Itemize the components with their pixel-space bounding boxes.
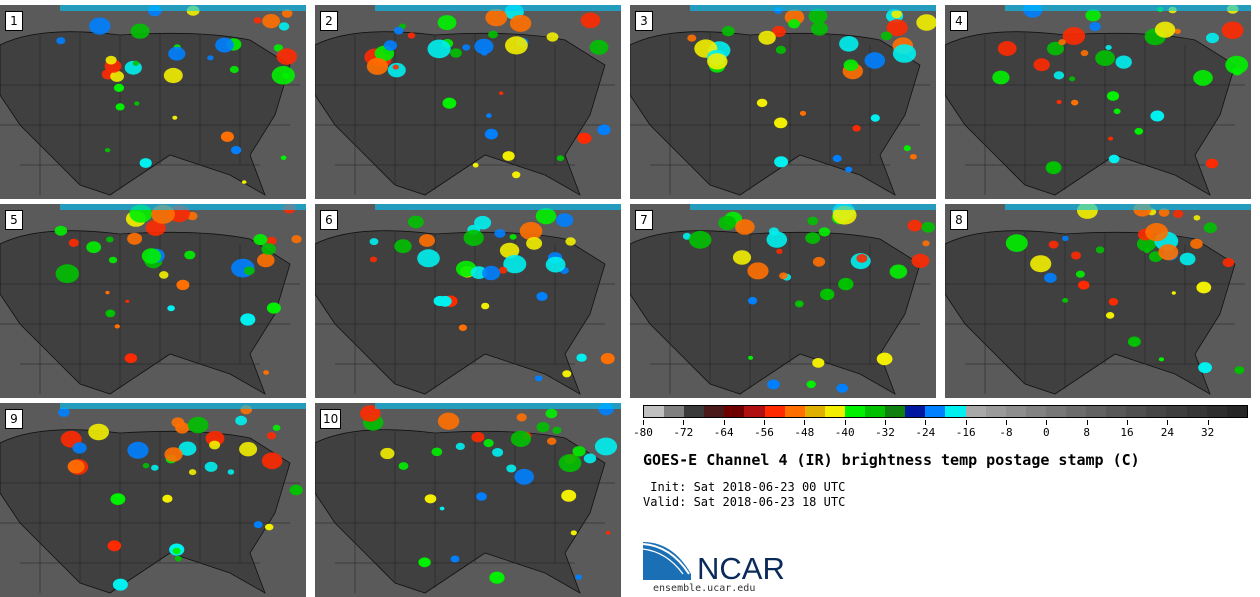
colorbar-swatch bbox=[1045, 406, 1066, 417]
colorbar-swatch bbox=[844, 406, 866, 417]
colorbar-swatch bbox=[664, 406, 685, 417]
logo-url: ensemble.ucar.edu bbox=[653, 583, 756, 594]
temperature-colorbar bbox=[643, 405, 1248, 418]
panel-number: 6 bbox=[320, 210, 338, 230]
colorbar-swatch bbox=[684, 406, 705, 417]
colorbar-tick bbox=[925, 420, 927, 425]
panel-number: 7 bbox=[635, 210, 653, 230]
map-panel-4: 4 bbox=[945, 5, 1251, 199]
colorbar-tick bbox=[965, 420, 967, 425]
ncar-logo: NCAR bbox=[643, 542, 785, 585]
colorbar-swatch bbox=[905, 406, 926, 417]
valid-time: Valid: Sat 2018-06-23 18 UTC bbox=[643, 495, 846, 509]
colorbar-swatch bbox=[1065, 406, 1087, 417]
colorbar-tick-label: -40 bbox=[834, 426, 855, 439]
map-panel-7: 7 bbox=[630, 204, 936, 398]
map-panel-1: 1 bbox=[0, 5, 306, 199]
us-map bbox=[630, 5, 936, 199]
colorbar-swatch bbox=[945, 406, 966, 417]
colorbar-tick bbox=[1086, 420, 1088, 425]
map-panel-5: 5 bbox=[0, 204, 306, 398]
colorbar-swatch bbox=[1166, 406, 1187, 417]
colorbar-tick bbox=[1006, 420, 1007, 425]
colorbar-swatch bbox=[824, 406, 845, 417]
colorbar-swatch bbox=[764, 406, 785, 417]
colorbar-swatch bbox=[1106, 406, 1127, 417]
colorbar-swatch bbox=[724, 406, 745, 417]
colorbar-tick bbox=[723, 420, 725, 425]
colorbar-swatch bbox=[1126, 406, 1147, 417]
us-map bbox=[315, 204, 621, 398]
panel-number: 3 bbox=[635, 11, 653, 31]
colorbar-swatch bbox=[925, 406, 946, 417]
colorbar-tick-label: -8 bbox=[999, 426, 1013, 439]
colorbar-swatch bbox=[1226, 406, 1247, 417]
panel-number: 8 bbox=[950, 210, 968, 230]
panel-number: 2 bbox=[320, 11, 338, 31]
panel-number: 10 bbox=[320, 409, 342, 429]
us-map bbox=[0, 5, 306, 199]
panel-number: 1 bbox=[5, 11, 23, 31]
colorbar-tick bbox=[885, 420, 886, 425]
colorbar-tick bbox=[804, 420, 806, 425]
colorbar-tick-label: -64 bbox=[713, 426, 734, 439]
colorbar-tick-label: -80 bbox=[633, 426, 653, 439]
map-panel-3: 3 bbox=[630, 5, 936, 199]
colorbar-tick-label: -16 bbox=[955, 426, 976, 439]
colorbar-swatch bbox=[885, 406, 906, 417]
us-map bbox=[315, 403, 621, 597]
colorbar-swatch bbox=[985, 406, 1006, 417]
panel-number: 4 bbox=[950, 11, 968, 31]
colorbar-swatch bbox=[744, 406, 765, 417]
colorbar-tick-label: -24 bbox=[915, 426, 936, 439]
colorbar-tick-label: -48 bbox=[794, 426, 815, 439]
colorbar-tick bbox=[1207, 420, 1209, 425]
colorbar-swatch bbox=[1005, 406, 1026, 417]
colorbar-swatch bbox=[644, 406, 665, 417]
colorbar-swatch bbox=[804, 406, 825, 417]
logo-text: NCAR bbox=[697, 551, 785, 585]
map-panel-9: 9 bbox=[0, 403, 306, 597]
colorbar-tick-label: 16 bbox=[1120, 426, 1134, 439]
us-map bbox=[315, 5, 621, 199]
colorbar-tick bbox=[764, 420, 765, 425]
colorbar-swatch bbox=[784, 406, 805, 417]
us-map bbox=[0, 204, 306, 398]
panel-number: 9 bbox=[5, 409, 23, 429]
us-map bbox=[945, 5, 1251, 199]
colorbar-tick bbox=[1046, 420, 1048, 425]
colorbar-swatch bbox=[1206, 406, 1227, 417]
colorbar-swatch bbox=[1086, 406, 1107, 417]
colorbar-tick bbox=[1127, 420, 1128, 425]
colorbar-swatch bbox=[865, 406, 886, 417]
colorbar-tick-label: 0 bbox=[1043, 426, 1050, 439]
colorbar-ticks: -80 -72 -64 -56 -48 -40 -32 -24 -16 -8 0 8 16 24 32 bbox=[633, 420, 1248, 440]
colorbar-swatch bbox=[704, 406, 725, 417]
colorbar-tick-label: 32 bbox=[1201, 426, 1215, 439]
colorbar-tick bbox=[844, 420, 846, 425]
colorbar-tick-label: 24 bbox=[1160, 426, 1174, 439]
colorbar-swatch bbox=[1146, 406, 1167, 417]
map-panel-8: 8 bbox=[945, 204, 1251, 398]
init-time: Init: Sat 2018-06-23 00 UTC bbox=[643, 480, 846, 494]
us-map bbox=[945, 204, 1251, 398]
colorbar-tick-label: 8 bbox=[1083, 426, 1090, 439]
colorbar-tick-label: -56 bbox=[754, 426, 774, 439]
figure-title: GOES-E Channel 4 (IR) brightness temp po… bbox=[643, 451, 1140, 469]
colorbar-swatch bbox=[1025, 406, 1046, 417]
colorbar-tick-label: -32 bbox=[875, 426, 895, 439]
map-panel-2: 2 bbox=[315, 5, 621, 199]
map-panel-6: 6 bbox=[315, 204, 621, 398]
colorbar-tick bbox=[1167, 420, 1169, 425]
colorbar-tick bbox=[683, 420, 685, 425]
panel-number: 5 bbox=[5, 210, 23, 230]
colorbar-swatch bbox=[1186, 406, 1207, 417]
us-map bbox=[0, 403, 306, 597]
colorbar-tick-label: -72 bbox=[673, 426, 694, 439]
colorbar-tick bbox=[643, 420, 644, 425]
colorbar-swatch bbox=[965, 406, 986, 417]
us-map bbox=[630, 204, 936, 398]
map-panel-10: 10 bbox=[315, 403, 621, 597]
